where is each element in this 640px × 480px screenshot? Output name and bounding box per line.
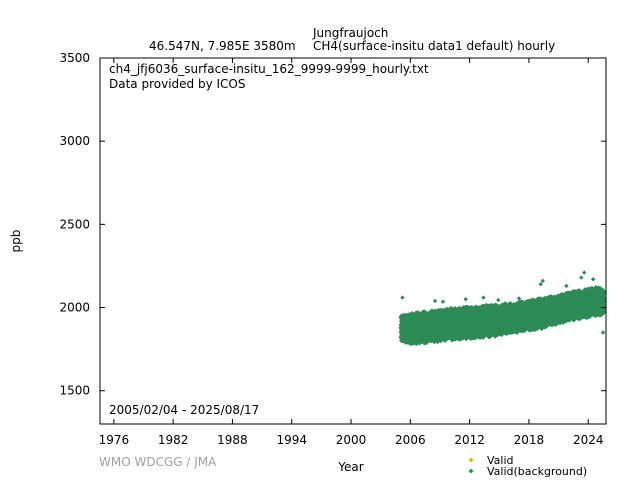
- y-tick-label: 3000: [59, 134, 90, 148]
- data-provider-label: Data provided by ICOS: [109, 77, 245, 91]
- plot-frame: [99, 57, 607, 425]
- y-tick-label: 2000: [59, 301, 90, 315]
- x-tick-label: 1982: [158, 433, 189, 447]
- legend-marker-valid: [468, 457, 474, 463]
- y-tick-label: 2500: [59, 217, 90, 231]
- y-axis-ticks: 1500 2000 2500 3000 3500: [59, 51, 606, 398]
- data-point-background: [600, 309, 607, 316]
- x-tick-label: 2000: [336, 433, 367, 447]
- dataset-description: CH4(surface-insitu data1 default) hourly: [313, 39, 555, 53]
- y-tick-label: 1500: [59, 384, 90, 398]
- data-point-spike: [463, 297, 468, 302]
- legend-marker-background: [468, 468, 474, 474]
- data-point-spike: [600, 330, 606, 335]
- x-tick-label: 1976: [99, 433, 130, 447]
- credit-label: WMO WDCGG / JMA: [99, 455, 217, 469]
- data-point-spike: [481, 295, 486, 300]
- x-tick-label: 1988: [217, 433, 248, 447]
- x-tick-label: 2018: [514, 433, 545, 447]
- x-axis-label: Year: [337, 460, 363, 474]
- x-tick-label: 1994: [276, 433, 307, 447]
- file-name-label: ch4_jfj6036_surface-insitu_162_9999-9999…: [109, 62, 429, 76]
- legend-label-background: Valid(background): [487, 465, 587, 478]
- data-point-spike: [496, 297, 501, 303]
- data-point-spike: [590, 277, 596, 282]
- legend: Valid Valid(background): [468, 454, 587, 478]
- data-point-spike: [432, 298, 438, 304]
- data-point-background: [600, 302, 607, 309]
- data-point-spike: [582, 270, 587, 275]
- data-point-spike: [579, 275, 584, 280]
- x-tick-label: 2006: [395, 433, 426, 447]
- x-tick-label: 2024: [573, 433, 604, 447]
- data-point-background: [600, 288, 607, 295]
- data-point-spike: [538, 282, 543, 287]
- date-range-label: 2005/02/04 - 2025/08/17: [109, 403, 259, 417]
- legend-label-valid: Valid: [487, 454, 514, 467]
- data-point-spike: [516, 296, 522, 301]
- data-points: [398, 270, 607, 347]
- station-name: Jungfraujoch: [312, 26, 388, 40]
- data-point-background: [600, 295, 607, 302]
- y-tick-label: 3500: [59, 51, 90, 65]
- x-tick-label: 2012: [454, 433, 485, 447]
- data-point-spike: [564, 283, 569, 289]
- data-point-spike: [440, 299, 446, 304]
- x-axis-ticks: 1976 1982 1988 1994 2000 2006 2012 2018 2024: [99, 58, 604, 447]
- data-point-spike: [540, 278, 545, 284]
- y-axis-label: ppb: [9, 230, 23, 253]
- station-location: 46.547N, 7.985E 3580m: [149, 39, 296, 53]
- data-point-spike: [400, 295, 405, 300]
